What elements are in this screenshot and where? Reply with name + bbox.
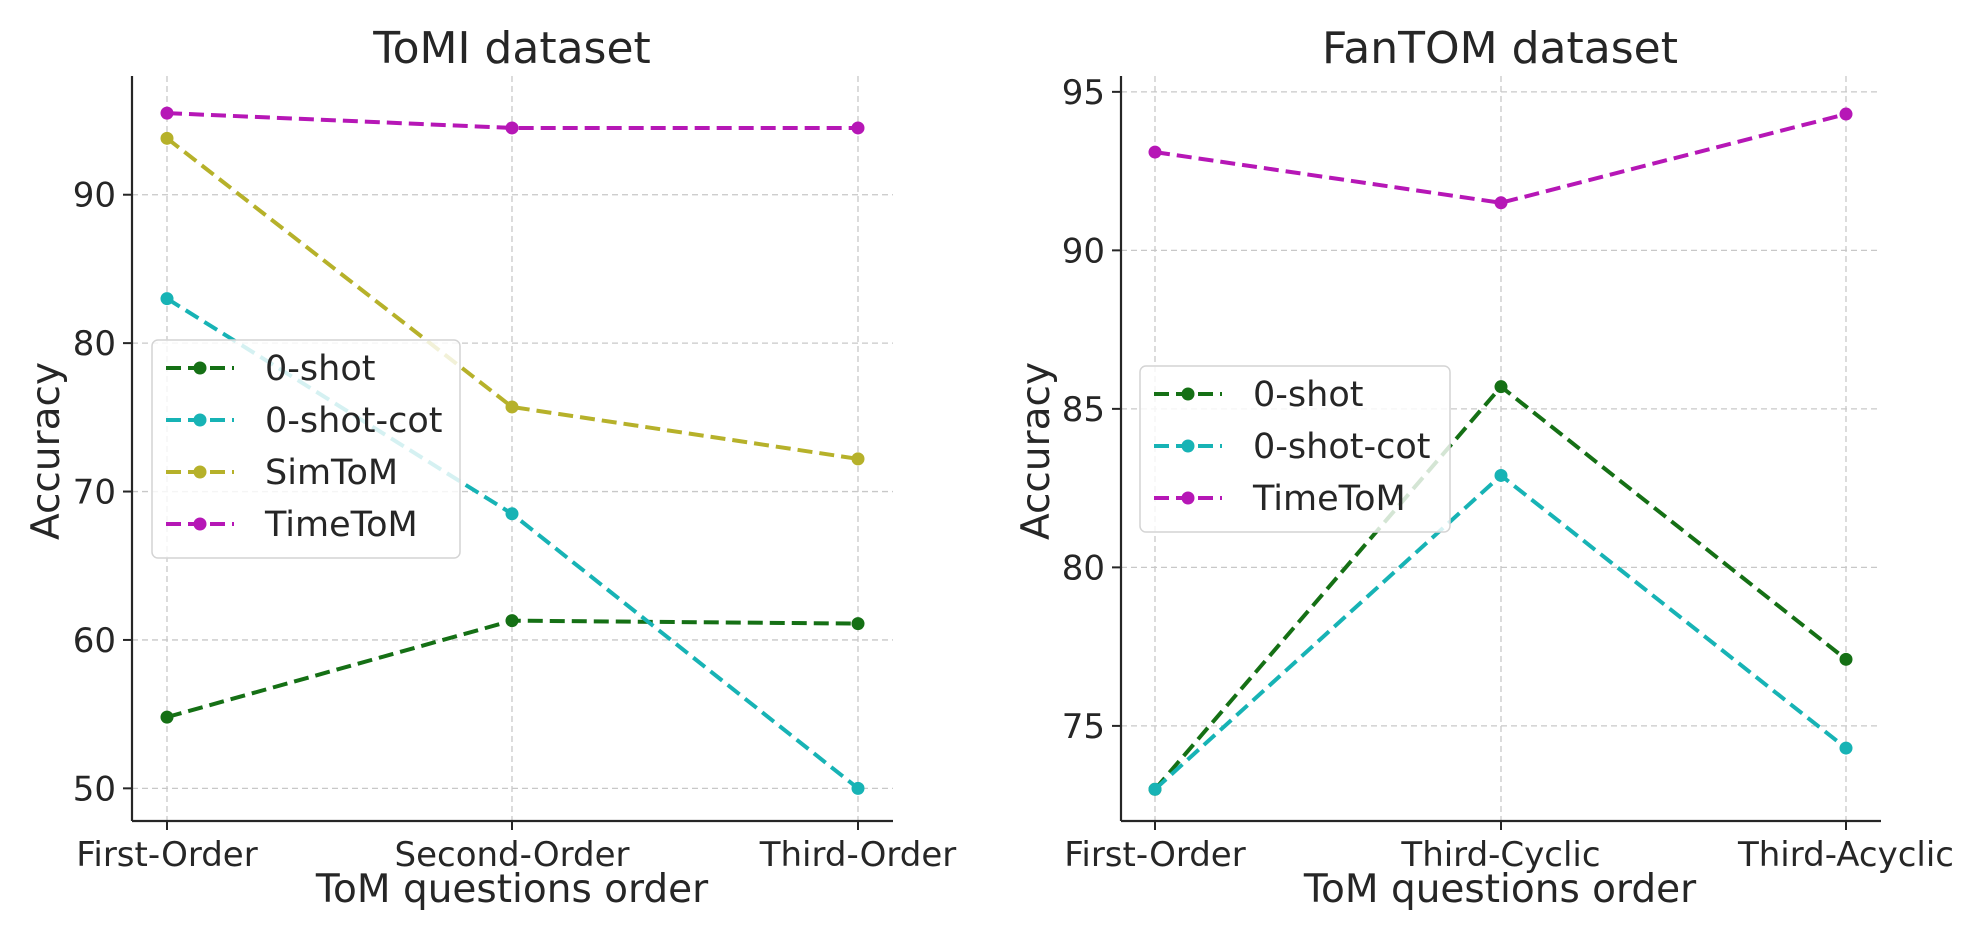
series-0-shot [160, 614, 865, 724]
data-point [851, 121, 865, 135]
data-point [160, 710, 174, 724]
series-line [166, 111, 858, 130]
data-point [1839, 107, 1853, 121]
legend-label: SimToM [265, 453, 398, 493]
data-point [160, 131, 174, 145]
series-line [165, 136, 859, 461]
series-timetom [1148, 107, 1853, 210]
data-point [505, 400, 519, 414]
data-point [1839, 652, 1853, 666]
data-point [1148, 782, 1162, 796]
y-tick-label: 80 [1062, 548, 1105, 588]
legend-item: 0-shot-cot [1154, 427, 1430, 467]
legend-item: TimeToM [1154, 479, 1406, 519]
y-tick-label: 70 [73, 473, 116, 513]
data-point [1148, 145, 1162, 159]
series-timetom [160, 106, 865, 135]
x-tick-label: First-Order [1064, 835, 1245, 875]
y-tick-label: 80 [73, 324, 116, 364]
x-tick-label: Third-Acyclic [1737, 835, 1954, 875]
x-tick-label: First-Order [76, 835, 257, 875]
legend-marker [193, 465, 207, 479]
data-point [851, 617, 865, 631]
legend-label: 0-shot [1253, 375, 1363, 415]
legend-label: 0-shot [265, 349, 375, 389]
y-tick-label: 90 [73, 176, 116, 216]
y-axis-label: Accuracy [24, 362, 69, 540]
fantom-chart-panel: FanTOM dataset ToM questions order Accur… [1014, 23, 1954, 912]
data-point [1494, 380, 1508, 394]
tomi-chart-panel: ToMI dataset ToM questions order Accurac… [24, 23, 956, 912]
legend-item: 0-shot [1154, 375, 1363, 415]
data-point [1839, 741, 1853, 755]
data-point [505, 121, 519, 135]
data-point [505, 507, 519, 521]
y-tick-label: 90 [1062, 231, 1105, 271]
legend-label: 0-shot-cot [265, 401, 442, 441]
legend-item: 0-shot [166, 349, 375, 389]
data-point [851, 452, 865, 466]
x-axis-label: ToM questions order [1303, 867, 1697, 912]
data-point [1494, 196, 1508, 210]
legend-item: TimeToM [166, 505, 418, 545]
data-point [505, 614, 519, 628]
legend: 0-shot 0-shot-cot TimeToM [1139, 365, 1451, 533]
x-axis-label: ToM questions order [315, 867, 709, 912]
legend-frame [151, 339, 461, 559]
legend-marker [1181, 439, 1195, 453]
chart-title: FanTOM dataset [1322, 23, 1678, 74]
y-tick-label: 95 [1062, 73, 1105, 113]
x-tick-label: Third-Order [759, 835, 957, 875]
data-point [1494, 468, 1508, 482]
series-simtom [160, 131, 865, 466]
legend-marker [1181, 387, 1195, 401]
y-tick-label: 85 [1062, 390, 1105, 430]
series-line [1154, 112, 1847, 205]
data-point [851, 781, 865, 795]
x-tick-label: Third-Cyclic [1400, 835, 1600, 875]
y-axis-label: Accuracy [1014, 362, 1059, 540]
x-tick-label: Second-Order [395, 835, 630, 875]
legend-item: SimToM [166, 453, 398, 493]
legend-marker [193, 413, 207, 427]
legend-item: 0-shot-cot [166, 401, 442, 441]
legend-label: 0-shot-cot [1253, 427, 1430, 467]
y-tick-label: 60 [73, 621, 116, 661]
legend-frame [1139, 365, 1451, 533]
chart-title: ToMI dataset [372, 23, 651, 74]
y-tick-label: 50 [73, 769, 116, 809]
data-point [160, 292, 174, 306]
legend: 0-shot 0-shot-cot SimToM TimeToM [151, 339, 461, 559]
legend-label: TimeToM [1252, 479, 1406, 519]
series-0-shot-cot [1148, 468, 1853, 796]
gridlines [132, 76, 893, 821]
legend-marker [193, 361, 207, 375]
legend-marker [193, 517, 207, 531]
y-tick-label: 75 [1062, 707, 1105, 747]
legend-label: TimeToM [264, 505, 418, 545]
legend-marker [1181, 491, 1195, 505]
data-point [160, 106, 174, 120]
